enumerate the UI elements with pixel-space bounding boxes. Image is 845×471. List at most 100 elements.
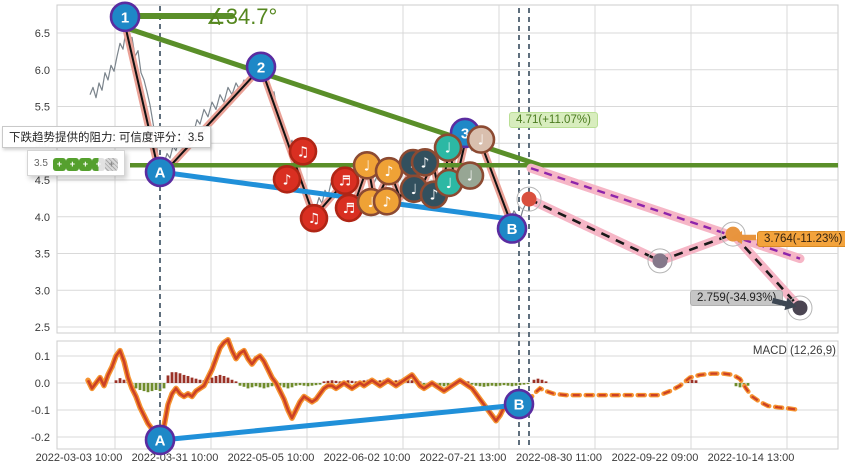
- projection-halo: [516, 186, 542, 212]
- macd-histogram-bar: [234, 381, 238, 383]
- y-axis-tick-label: 6.5: [35, 28, 50, 40]
- x-axis-tick-label: 2022-07-21 13:00: [420, 452, 507, 464]
- price-target-label-down[interactable]: 2.759(-34.93%): [690, 290, 784, 306]
- x-axis-tick-label: 2022-08-30 11:00: [516, 452, 602, 464]
- macd-histogram-bar: [278, 383, 282, 386]
- arrow-left-icon: [731, 231, 756, 244]
- macd-histogram-bar: [522, 383, 526, 385]
- macd-histogram-bar: [142, 383, 146, 392]
- projection-dot[interactable]: [521, 191, 537, 207]
- note-marker[interactable]: [330, 166, 360, 196]
- macd-histogram-bar: [122, 379, 126, 383]
- macd-histogram-bar: [334, 380, 338, 383]
- price-target-label-mid[interactable]: 3.764(-11.23%): [757, 231, 845, 247]
- note-marker[interactable]: [272, 164, 302, 194]
- pivot-marker-2[interactable]: [245, 51, 277, 83]
- macd-histogram-bar: [338, 381, 342, 383]
- macd-histogram-bar: [422, 383, 426, 385]
- note-marker[interactable]: [466, 125, 496, 154]
- macd-histogram-bar: [514, 383, 518, 386]
- macd-histogram-bar: [506, 383, 510, 386]
- pivot-marker-label: 1: [121, 9, 129, 26]
- music-note-icon: ♫: [297, 144, 310, 160]
- projection-dot[interactable]: [792, 300, 808, 316]
- macd-histogram-bar: [238, 383, 242, 386]
- y-axis-tick-label: -0.1: [31, 405, 50, 417]
- macd-histogram-bar: [266, 383, 270, 388]
- macd-trendline-ab[interactable]: [159, 402, 520, 443]
- macd-histogram-bar: [178, 373, 182, 383]
- macd-histogram-bar: [494, 383, 498, 387]
- trend-tooltip: 下跌趋势提供的阻力: 可信度评分：3.5: [2, 126, 211, 148]
- pivot-marker-B[interactable]: [503, 388, 535, 420]
- price-target-label-up[interactable]: 4.71(+11.07%): [509, 112, 598, 128]
- pivot-marker-1[interactable]: [109, 1, 141, 33]
- music-note-icon: ♪: [385, 164, 394, 180]
- macd-histogram-bar: [322, 381, 326, 383]
- rating-icons: + + + + +: [52, 154, 118, 172]
- pivot-marker-B[interactable]: [496, 213, 528, 244]
- macd-histogram-bar: [446, 383, 450, 386]
- macd-histogram-bar: [242, 383, 246, 387]
- macd-histogram-bar: [170, 372, 174, 383]
- macd-histogram-bar: [326, 380, 330, 383]
- y-axis-tick-label: 4.5: [35, 175, 50, 187]
- macd-histogram-bar: [146, 383, 150, 393]
- y-axis-tick-label: 3.0: [35, 285, 50, 297]
- note-marker[interactable]: [299, 203, 329, 233]
- y-axis-tick-label: 4.0: [35, 212, 50, 224]
- macd-histogram-bar: [182, 374, 186, 383]
- pivot-marker-A[interactable]: [144, 424, 176, 456]
- macd-histogram-bar: [690, 379, 694, 383]
- macd-histogram-bar: [410, 380, 414, 383]
- rating-icon: +: [91, 158, 105, 171]
- y-axis-tick-label: 5.5: [35, 102, 50, 114]
- macd-histogram-bar: [174, 372, 178, 383]
- note-marker[interactable]: [288, 137, 318, 166]
- note-marker[interactable]: [372, 187, 402, 216]
- macd-histogram-bar: [746, 383, 750, 386]
- macd-histogram-bar: [198, 379, 202, 383]
- projection-halo: [647, 248, 673, 274]
- macd-histogram-bar: [138, 383, 142, 391]
- rating-value: 3.5: [34, 157, 48, 169]
- trend-tooltip-text: 下跌趋势提供的阻力: 可信度评分：3.5: [9, 132, 204, 144]
- macd-histogram-bar: [330, 380, 334, 383]
- macd-histogram-bar: [354, 381, 358, 383]
- music-note-icon: ♩: [411, 182, 418, 198]
- macd-histogram-bar: [282, 383, 286, 388]
- macd-histogram-bar: [190, 377, 194, 383]
- rating-icon: +: [104, 158, 118, 171]
- y-axis-tick-label: 6.0: [35, 65, 50, 77]
- macd-histogram-bar: [262, 383, 266, 389]
- music-note-icon: ♬: [343, 201, 356, 217]
- projection-dot[interactable]: [652, 253, 668, 269]
- pivot-marker-label: 2: [257, 59, 265, 76]
- macd-histogram-bar: [478, 383, 482, 387]
- note-marker[interactable]: [433, 133, 463, 162]
- note-marker[interactable]: [455, 161, 485, 190]
- music-note-icon: ♩: [445, 141, 452, 157]
- music-note-icon: ♪: [283, 172, 292, 188]
- macd-histogram-bar: [118, 378, 122, 383]
- trendline-ab[interactable]: [157, 169, 512, 222]
- macd-histogram-bar: [482, 383, 486, 387]
- music-note-icon: ♪: [383, 194, 392, 210]
- note-marker[interactable]: [410, 148, 440, 177]
- macd-histogram-bar: [738, 383, 742, 388]
- macd-histogram-bar: [532, 379, 536, 383]
- angle-label: ∡34.7°: [206, 4, 278, 29]
- y-axis-tick-label: -0.2: [31, 432, 50, 444]
- music-note-icon: ♩: [478, 133, 485, 149]
- macd-histogram-bar: [406, 379, 410, 383]
- projection-line-black[interactable]: [528, 197, 801, 309]
- music-note-icon: ♫: [308, 211, 321, 227]
- arrow-right-icon: [771, 297, 797, 311]
- macd-histogram-bar: [466, 381, 470, 383]
- projection-halo: [720, 221, 746, 247]
- projection-line-purple[interactable]: [530, 167, 801, 260]
- pivot-marker-A[interactable]: [144, 156, 176, 188]
- music-note-icon: ♪: [421, 155, 430, 171]
- macd-histogram-bar: [258, 383, 262, 388]
